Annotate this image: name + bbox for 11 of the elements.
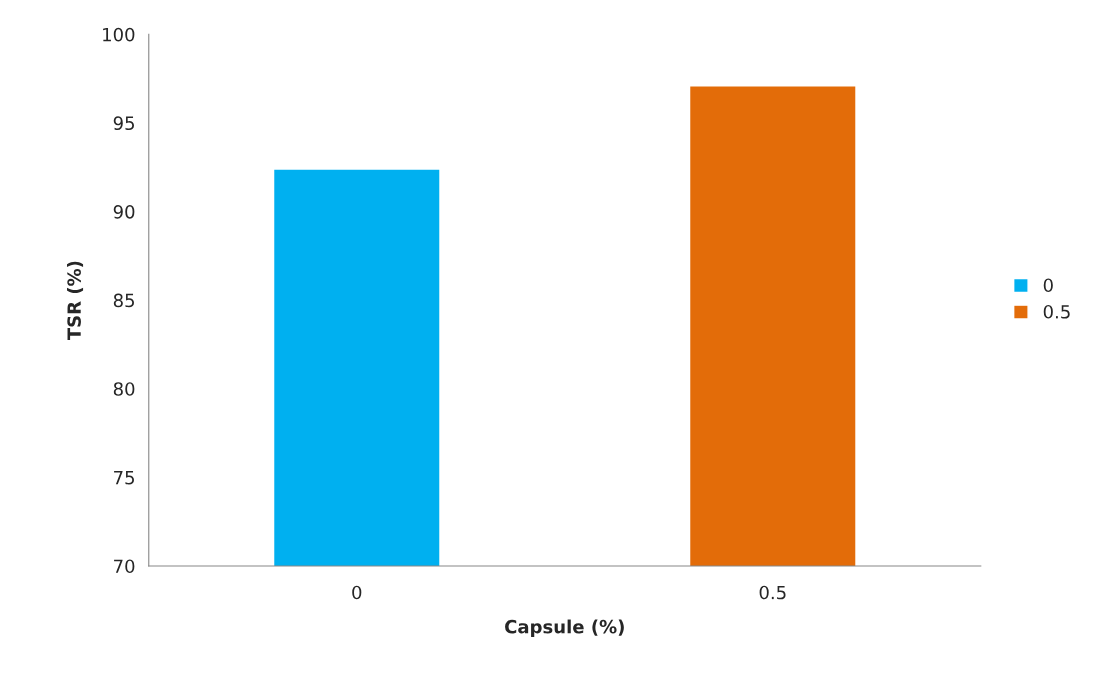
y-tick-label: 100 xyxy=(103,27,135,42)
legend-label: 0.5 xyxy=(1043,304,1070,319)
y-tick-label: 75 xyxy=(114,471,134,485)
y-axis-title: TSR (%) xyxy=(66,261,84,341)
y-tick-label: 70 xyxy=(114,559,135,574)
y-tick-label: 85 xyxy=(113,293,134,308)
y-tick-label: 95 xyxy=(113,116,134,131)
legend-label: 0 xyxy=(1043,278,1053,293)
x-axis-title: Capsule (%) xyxy=(505,619,624,638)
y-tick-label: 80 xyxy=(113,382,135,396)
y-tick-label: 90 xyxy=(113,204,135,219)
